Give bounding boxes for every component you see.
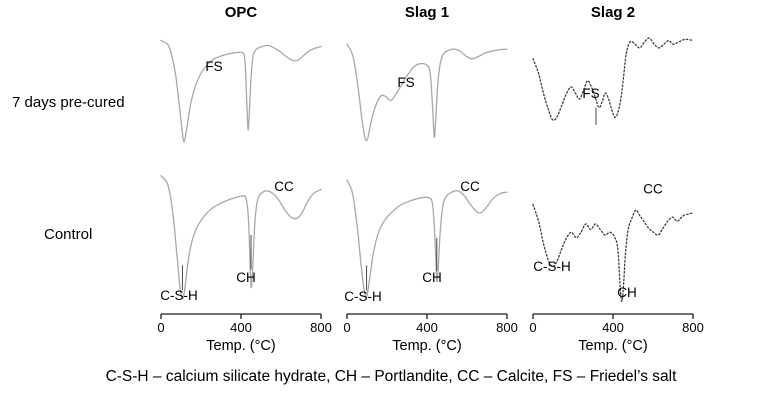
x-tick-label: 0 bbox=[157, 320, 164, 335]
curve-7-days-pre-cured bbox=[346, 43, 508, 142]
x-tick-label: 800 bbox=[496, 320, 518, 335]
x-tick-label: 0 bbox=[343, 320, 350, 335]
annotation-fs: FS bbox=[582, 86, 599, 101]
curve-control bbox=[346, 179, 508, 299]
annotation-cc: CC bbox=[460, 179, 480, 194]
x-tick-label: 400 bbox=[230, 320, 252, 335]
panel-title-slag1: Slag 1 bbox=[404, 4, 450, 21]
x-axis-label: Temp. (°C) bbox=[206, 338, 275, 354]
panel-opc: OPC 0 400 800 Temp. (°C) FS CC CH C-S-H bbox=[148, 2, 334, 359]
x-axis-label: Temp. (°C) bbox=[578, 338, 647, 354]
row-label-control: Control bbox=[44, 226, 93, 243]
x-tick-label: 400 bbox=[416, 320, 438, 335]
annotation-c-s-h: C-S-H bbox=[160, 288, 198, 303]
annotation-c-s-h: C-S-H bbox=[533, 259, 571, 274]
dtg-figure: 7 days pre-cured Control OPC 0 400 800 Temp… bbox=[0, 2, 706, 362]
panel-plot-slag1: 0 400 800 Temp. (°C) FS CC CH C-S-H bbox=[343, 43, 518, 354]
curve-7-days-pre-cured bbox=[532, 37, 694, 122]
x-axis-label: Temp. (°C) bbox=[392, 338, 461, 354]
panel-plot-opc: 0 400 800 Temp. (°C) FS CC CH C-S-H bbox=[157, 39, 332, 354]
annotation-c-s-h: C-S-H bbox=[344, 289, 382, 304]
figure-caption: C-S-H – calcium silicate hydrate, CH – P… bbox=[105, 368, 677, 385]
curve-control bbox=[532, 203, 694, 302]
curve-7-days-pre-cured bbox=[160, 39, 322, 143]
row-labels: 7 days pre-cured Control bbox=[0, 2, 148, 362]
x-tick-label: 800 bbox=[682, 320, 704, 335]
x-tick-label: 400 bbox=[602, 320, 624, 335]
panel-slag2: Slag 2 0 400 800 Temp. (°C) FS CC CH C-S-H bbox=[520, 2, 706, 359]
panel-slag1: Slag 1 0 400 800 Temp. (°C) FS CC CH C-S-H bbox=[334, 2, 520, 359]
row-label-precured: 7 days pre-cured bbox=[12, 94, 125, 111]
annotation-fs: FS bbox=[397, 75, 414, 90]
annotation-ch: CH bbox=[236, 270, 256, 285]
annotation-cc: CC bbox=[643, 182, 663, 197]
x-tick-label: 800 bbox=[310, 320, 332, 335]
annotation-ch: CH bbox=[617, 285, 637, 300]
annotation-fs: FS bbox=[205, 59, 222, 74]
panel-plot-slag2: 0 400 800 Temp. (°C) FS CC CH C-S-H bbox=[529, 37, 704, 354]
x-tick-label: 0 bbox=[529, 320, 536, 335]
annotation-ch: CH bbox=[422, 270, 442, 285]
panel-title-slag2: Slag 2 bbox=[590, 4, 636, 21]
annotation-cc: CC bbox=[274, 179, 294, 194]
curve-control bbox=[160, 175, 322, 300]
panel-title-opc: OPC bbox=[224, 4, 258, 21]
